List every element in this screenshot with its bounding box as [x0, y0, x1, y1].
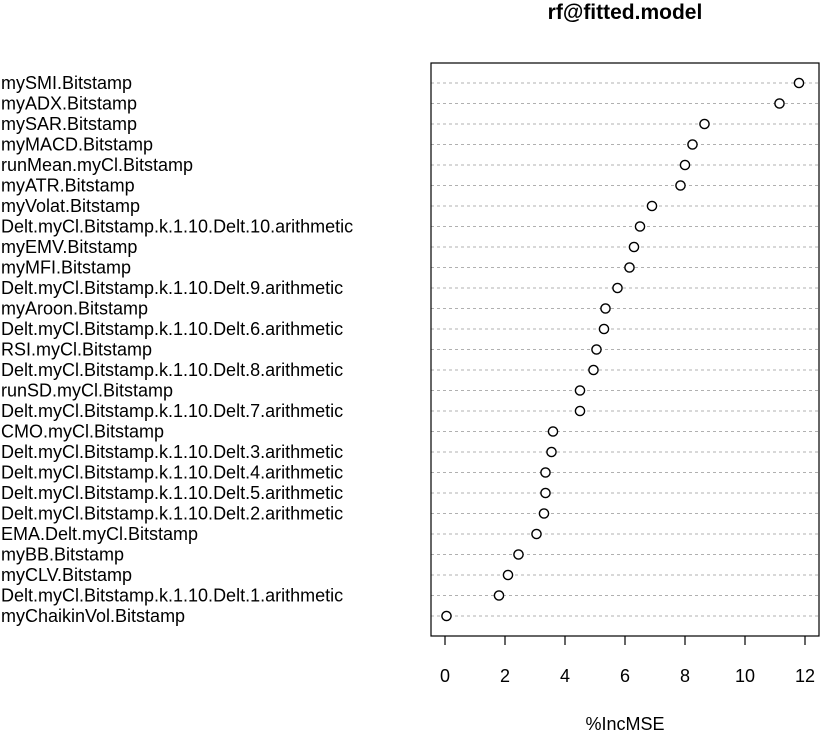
x-tick-label: 12	[795, 666, 815, 686]
variable-label: Delt.myCl.Bitstamp.k.1.10.Delt.5.arithme…	[1, 483, 343, 503]
variable-label: CMO.myCl.Bitstamp	[1, 422, 164, 442]
variable-label: myChaikinVol.Bitstamp	[1, 606, 185, 626]
data-point	[600, 303, 611, 314]
variable-label: mySMI.Bitstamp	[1, 73, 132, 93]
variable-label: myCLV.Bitstamp	[1, 565, 132, 585]
variable-label: mySAR.Bitstamp	[1, 114, 137, 134]
variable-label: EMA.Delt.myCl.Bitstamp	[1, 524, 198, 544]
variable-label: myMFI.Bitstamp	[1, 258, 131, 278]
data-point	[493, 590, 505, 601]
chart-title: rf@fitted.model	[548, 1, 703, 24]
variable-label: Delt.myCl.Bitstamp.k.1.10.Delt.6.arithme…	[1, 319, 343, 339]
variable-label: Delt.myCl.Bitstamp.k.1.10.Delt.10.arithm…	[1, 217, 353, 237]
x-tick-label: 10	[735, 666, 755, 686]
x-axis: 0 2 4 6 8 10 12	[440, 636, 815, 686]
variable-label: Delt.myCl.Bitstamp.k.1.10.Delt.7.arithme…	[1, 401, 343, 421]
data-points	[441, 77, 805, 622]
variable-label: myVolat.Bitstamp	[1, 196, 140, 216]
variable-labels: mySMI.BitstampmyADX.BitstampmySAR.Bitsta…	[1, 73, 353, 626]
data-point	[634, 221, 646, 232]
variable-label: Delt.myCl.Bitstamp.k.1.10.Delt.9.arithme…	[1, 278, 343, 298]
variable-label: Delt.myCl.Bitstamp.k.1.10.Delt.3.arithme…	[1, 442, 343, 462]
data-point	[699, 118, 710, 130]
variable-label: RSI.myCl.Bitstamp	[1, 340, 152, 360]
data-point	[687, 139, 698, 150]
data-point	[598, 323, 610, 335]
x-axis-label: %IncMSE	[585, 714, 664, 734]
data-point	[628, 241, 640, 253]
data-point	[574, 405, 586, 417]
data-point	[546, 446, 557, 458]
data-point	[591, 344, 602, 355]
variable-label: runMean.myCl.Bitstamp	[1, 155, 193, 175]
data-point	[646, 200, 658, 212]
data-point	[513, 549, 524, 560]
grid-lines	[431, 82, 819, 617]
data-point	[441, 610, 452, 622]
x-tick-label: 4	[560, 666, 570, 686]
data-point	[624, 262, 635, 273]
variable-label: myAroon.Bitstamp	[1, 299, 148, 319]
data-point	[502, 569, 514, 581]
variable-label: myMACD.Bitstamp	[1, 135, 153, 155]
variable-label: Delt.myCl.Bitstamp.k.1.10.Delt.8.arithme…	[1, 360, 343, 380]
variable-label: myADX.Bitstamp	[1, 94, 137, 114]
data-point	[679, 159, 691, 171]
data-point	[675, 180, 686, 191]
variable-label: runSD.myCl.Bitstamp	[1, 381, 173, 401]
data-point	[774, 98, 785, 109]
variable-label: Delt.myCl.Bitstamp.k.1.10.Delt.1.arithme…	[1, 586, 343, 606]
x-tick-label: 2	[500, 666, 510, 686]
variable-label: myBB.Bitstamp	[1, 545, 124, 565]
x-tick-label: 0	[440, 666, 450, 686]
data-point	[793, 77, 805, 89]
x-tick-label: 8	[680, 666, 690, 686]
data-point	[531, 528, 542, 540]
data-point	[547, 426, 559, 437]
variable-label: Delt.myCl.Bitstamp.k.1.10.Delt.2.arithme…	[1, 504, 343, 524]
x-tick-label: 6	[620, 666, 630, 686]
variable-label: Delt.myCl.Bitstamp.k.1.10.Delt.4.arithme…	[1, 463, 343, 483]
data-point	[540, 467, 551, 478]
data-point	[538, 508, 550, 519]
data-point	[588, 364, 599, 376]
variable-label: myEMV.Bitstamp	[1, 237, 137, 257]
data-point	[574, 385, 586, 396]
variable-label: myATR.Bitstamp	[1, 176, 135, 196]
data-point	[612, 282, 623, 294]
data-point	[540, 487, 551, 499]
